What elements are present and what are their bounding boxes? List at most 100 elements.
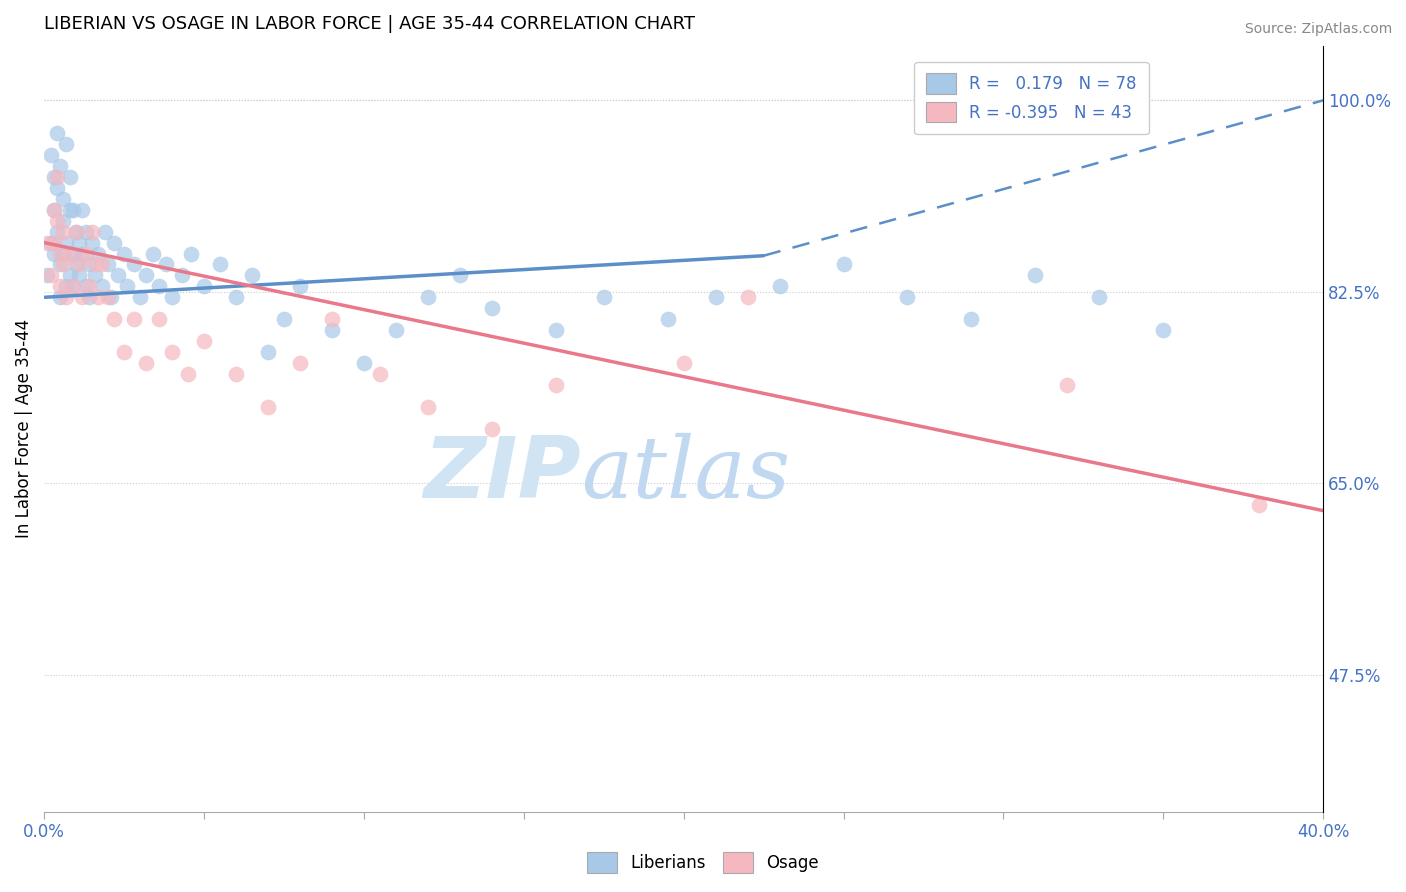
Point <box>97 258 120 272</box>
Point <box>94 225 117 239</box>
Point <box>208 258 231 272</box>
Point <box>52 213 75 227</box>
Point <box>288 356 311 370</box>
Point <box>59 246 82 260</box>
Point <box>960 312 983 326</box>
Point <box>49 290 72 304</box>
Point <box>240 268 263 283</box>
Point <box>75 246 97 260</box>
Point <box>129 290 152 304</box>
Point <box>84 258 107 272</box>
Point <box>273 312 295 326</box>
Point <box>52 246 75 260</box>
Point <box>657 312 679 326</box>
Point <box>368 367 391 381</box>
Point <box>49 258 72 272</box>
Point <box>768 279 790 293</box>
Y-axis label: In Labor Force | Age 35-44: In Labor Force | Age 35-44 <box>15 319 32 538</box>
Point <box>135 356 157 370</box>
Point <box>148 279 170 293</box>
Point <box>148 312 170 326</box>
Point <box>544 323 567 337</box>
Point <box>37 235 59 250</box>
Point <box>103 235 125 250</box>
Point <box>321 312 343 326</box>
Point <box>160 345 183 359</box>
Point <box>257 345 280 359</box>
Point <box>55 235 77 250</box>
Point <box>42 169 65 184</box>
Point <box>55 137 77 152</box>
Point <box>45 169 67 184</box>
Point <box>1152 323 1174 337</box>
Point <box>288 279 311 293</box>
Point <box>42 235 65 250</box>
Point <box>97 290 120 304</box>
Point <box>832 258 855 272</box>
Point <box>67 258 90 272</box>
Point <box>385 323 408 337</box>
Point <box>80 225 103 239</box>
Point <box>160 290 183 304</box>
Point <box>80 235 103 250</box>
Point <box>45 181 67 195</box>
Point <box>193 279 215 293</box>
Point <box>87 246 110 260</box>
Point <box>77 290 100 304</box>
Point <box>65 225 87 239</box>
Point <box>416 400 439 414</box>
Point <box>122 258 145 272</box>
Point <box>49 279 72 293</box>
Point <box>52 192 75 206</box>
Point <box>39 268 62 283</box>
Point <box>112 246 135 260</box>
Point <box>155 258 177 272</box>
Point <box>45 213 67 227</box>
Point <box>45 126 67 140</box>
Point <box>77 258 100 272</box>
Point <box>117 279 139 293</box>
Point <box>672 356 695 370</box>
Point <box>39 148 62 162</box>
Point <box>39 235 62 250</box>
Point <box>103 312 125 326</box>
Point <box>135 268 157 283</box>
Point <box>52 225 75 239</box>
Point <box>353 356 375 370</box>
Point <box>416 290 439 304</box>
Point <box>62 279 84 293</box>
Point <box>90 258 112 272</box>
Point <box>72 246 94 260</box>
Point <box>37 268 59 283</box>
Point <box>180 246 202 260</box>
Point <box>177 367 200 381</box>
Point <box>225 290 247 304</box>
Point <box>1056 377 1078 392</box>
Point <box>1024 268 1046 283</box>
Point <box>67 268 90 283</box>
Point <box>49 246 72 260</box>
Point <box>62 279 84 293</box>
Point <box>75 225 97 239</box>
Point <box>62 246 84 260</box>
Point <box>449 268 471 283</box>
Point <box>87 290 110 304</box>
Point <box>42 202 65 217</box>
Point <box>55 290 77 304</box>
Text: Source: ZipAtlas.com: Source: ZipAtlas.com <box>1244 22 1392 37</box>
Legend: R =   0.179   N = 78, R = -0.395   N = 43: R = 0.179 N = 78, R = -0.395 N = 43 <box>914 62 1149 134</box>
Point <box>481 301 503 316</box>
Text: atlas: atlas <box>581 434 790 516</box>
Point <box>257 400 280 414</box>
Point <box>65 258 87 272</box>
Point <box>67 235 90 250</box>
Point <box>704 290 727 304</box>
Point <box>59 268 82 283</box>
Legend: Liberians, Osage: Liberians, Osage <box>581 846 825 880</box>
Point <box>1249 498 1271 512</box>
Point <box>1088 290 1111 304</box>
Point <box>72 290 94 304</box>
Point <box>321 323 343 337</box>
Text: ZIP: ZIP <box>423 433 581 516</box>
Point <box>481 421 503 435</box>
